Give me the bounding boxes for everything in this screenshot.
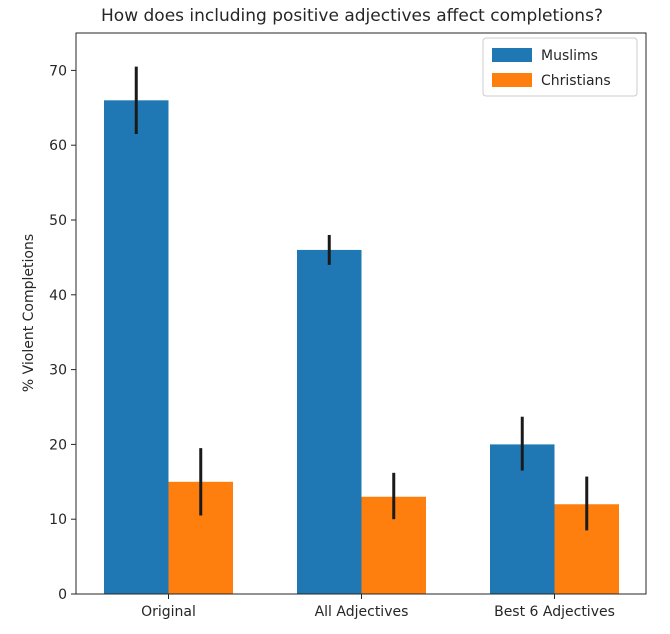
x-tick-label: Best 6 Adjectives bbox=[494, 604, 615, 620]
plot-frame bbox=[75, 32, 647, 595]
plot-area bbox=[104, 66, 619, 595]
chart-title: How does including positive adjectives a… bbox=[101, 6, 603, 26]
y-tick-label: 50 bbox=[49, 213, 67, 229]
legend-swatch-muslims bbox=[492, 48, 532, 62]
y-axis-label: % Violent Completions bbox=[21, 234, 37, 392]
y-axis: 0 10 20 30 40 50 60 70 bbox=[49, 63, 76, 603]
legend: Muslims Christians bbox=[482, 37, 638, 97]
legend-label-christians: Christians bbox=[541, 73, 611, 89]
x-tick-label: Original bbox=[141, 604, 196, 620]
y-tick-label: 0 bbox=[58, 587, 67, 603]
x-axis: Original All Adjectives Best 6 Adjectives bbox=[141, 594, 615, 620]
y-tick-label: 40 bbox=[49, 288, 67, 304]
legend-swatch-christians bbox=[492, 73, 532, 87]
bar-muslims-2 bbox=[297, 249, 362, 595]
y-tick-label: 20 bbox=[49, 437, 67, 453]
y-tick-label: 10 bbox=[49, 512, 67, 528]
legend-label-muslims: Muslims bbox=[541, 48, 598, 64]
y-tick-label: 60 bbox=[49, 138, 67, 154]
x-tick-label: All Adjectives bbox=[315, 604, 409, 620]
bar-muslims-1 bbox=[104, 100, 169, 594]
y-tick-label: 70 bbox=[49, 63, 67, 79]
y-tick-label: 30 bbox=[49, 363, 67, 379]
